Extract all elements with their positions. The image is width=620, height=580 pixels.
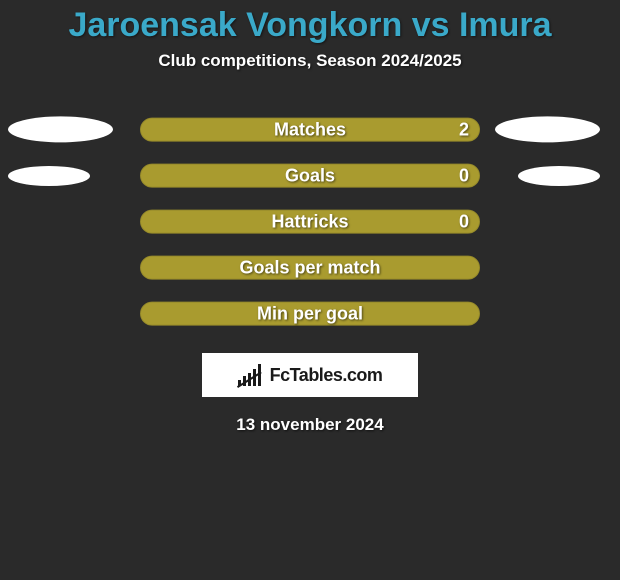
stat-label: Hattricks: [141, 212, 479, 233]
stat-value: 2: [459, 120, 469, 141]
stat-row: Min per goal: [0, 293, 620, 339]
subtitle: Club competitions, Season 2024/2025: [0, 51, 620, 71]
title-text: Jaroensak Vongkorn vs Imura: [68, 6, 551, 44]
stat-row: Goals per match: [0, 247, 620, 293]
stat-label: Goals: [141, 166, 479, 187]
stat-bar: Goals per match: [140, 256, 480, 280]
stat-value: 0: [459, 212, 469, 233]
page-title: Jaroensak Vongkorn vs Imura: [0, 0, 620, 45]
stat-label: Min per goal: [141, 304, 479, 325]
stat-label: Goals per match: [141, 258, 479, 279]
stat-label: Matches: [141, 120, 479, 141]
stat-bar: Hattricks0: [140, 210, 480, 234]
stat-bar: Goals0: [140, 164, 480, 188]
stat-bar: Min per goal: [140, 302, 480, 326]
side-ellipse-right: [518, 166, 600, 186]
side-ellipse-right: [495, 116, 600, 142]
side-ellipse-left: [8, 166, 90, 186]
logo-text: FcTables.com: [270, 365, 383, 386]
logo-chart-icon: [238, 364, 266, 386]
stat-row: Goals0: [0, 155, 620, 201]
side-ellipse-left: [8, 116, 113, 142]
date-value: 13 november 2024: [236, 415, 383, 434]
subtitle-text: Club competitions, Season 2024/2025: [158, 51, 461, 70]
stat-bar: Matches2: [140, 118, 480, 142]
date-text: 13 november 2024: [0, 415, 620, 435]
logo-box: FcTables.com: [202, 353, 418, 397]
stat-row: Matches2: [0, 109, 620, 155]
stat-rows: Matches2Goals0Hattricks0Goals per matchM…: [0, 109, 620, 339]
stat-row: Hattricks0: [0, 201, 620, 247]
stat-value: 0: [459, 166, 469, 187]
